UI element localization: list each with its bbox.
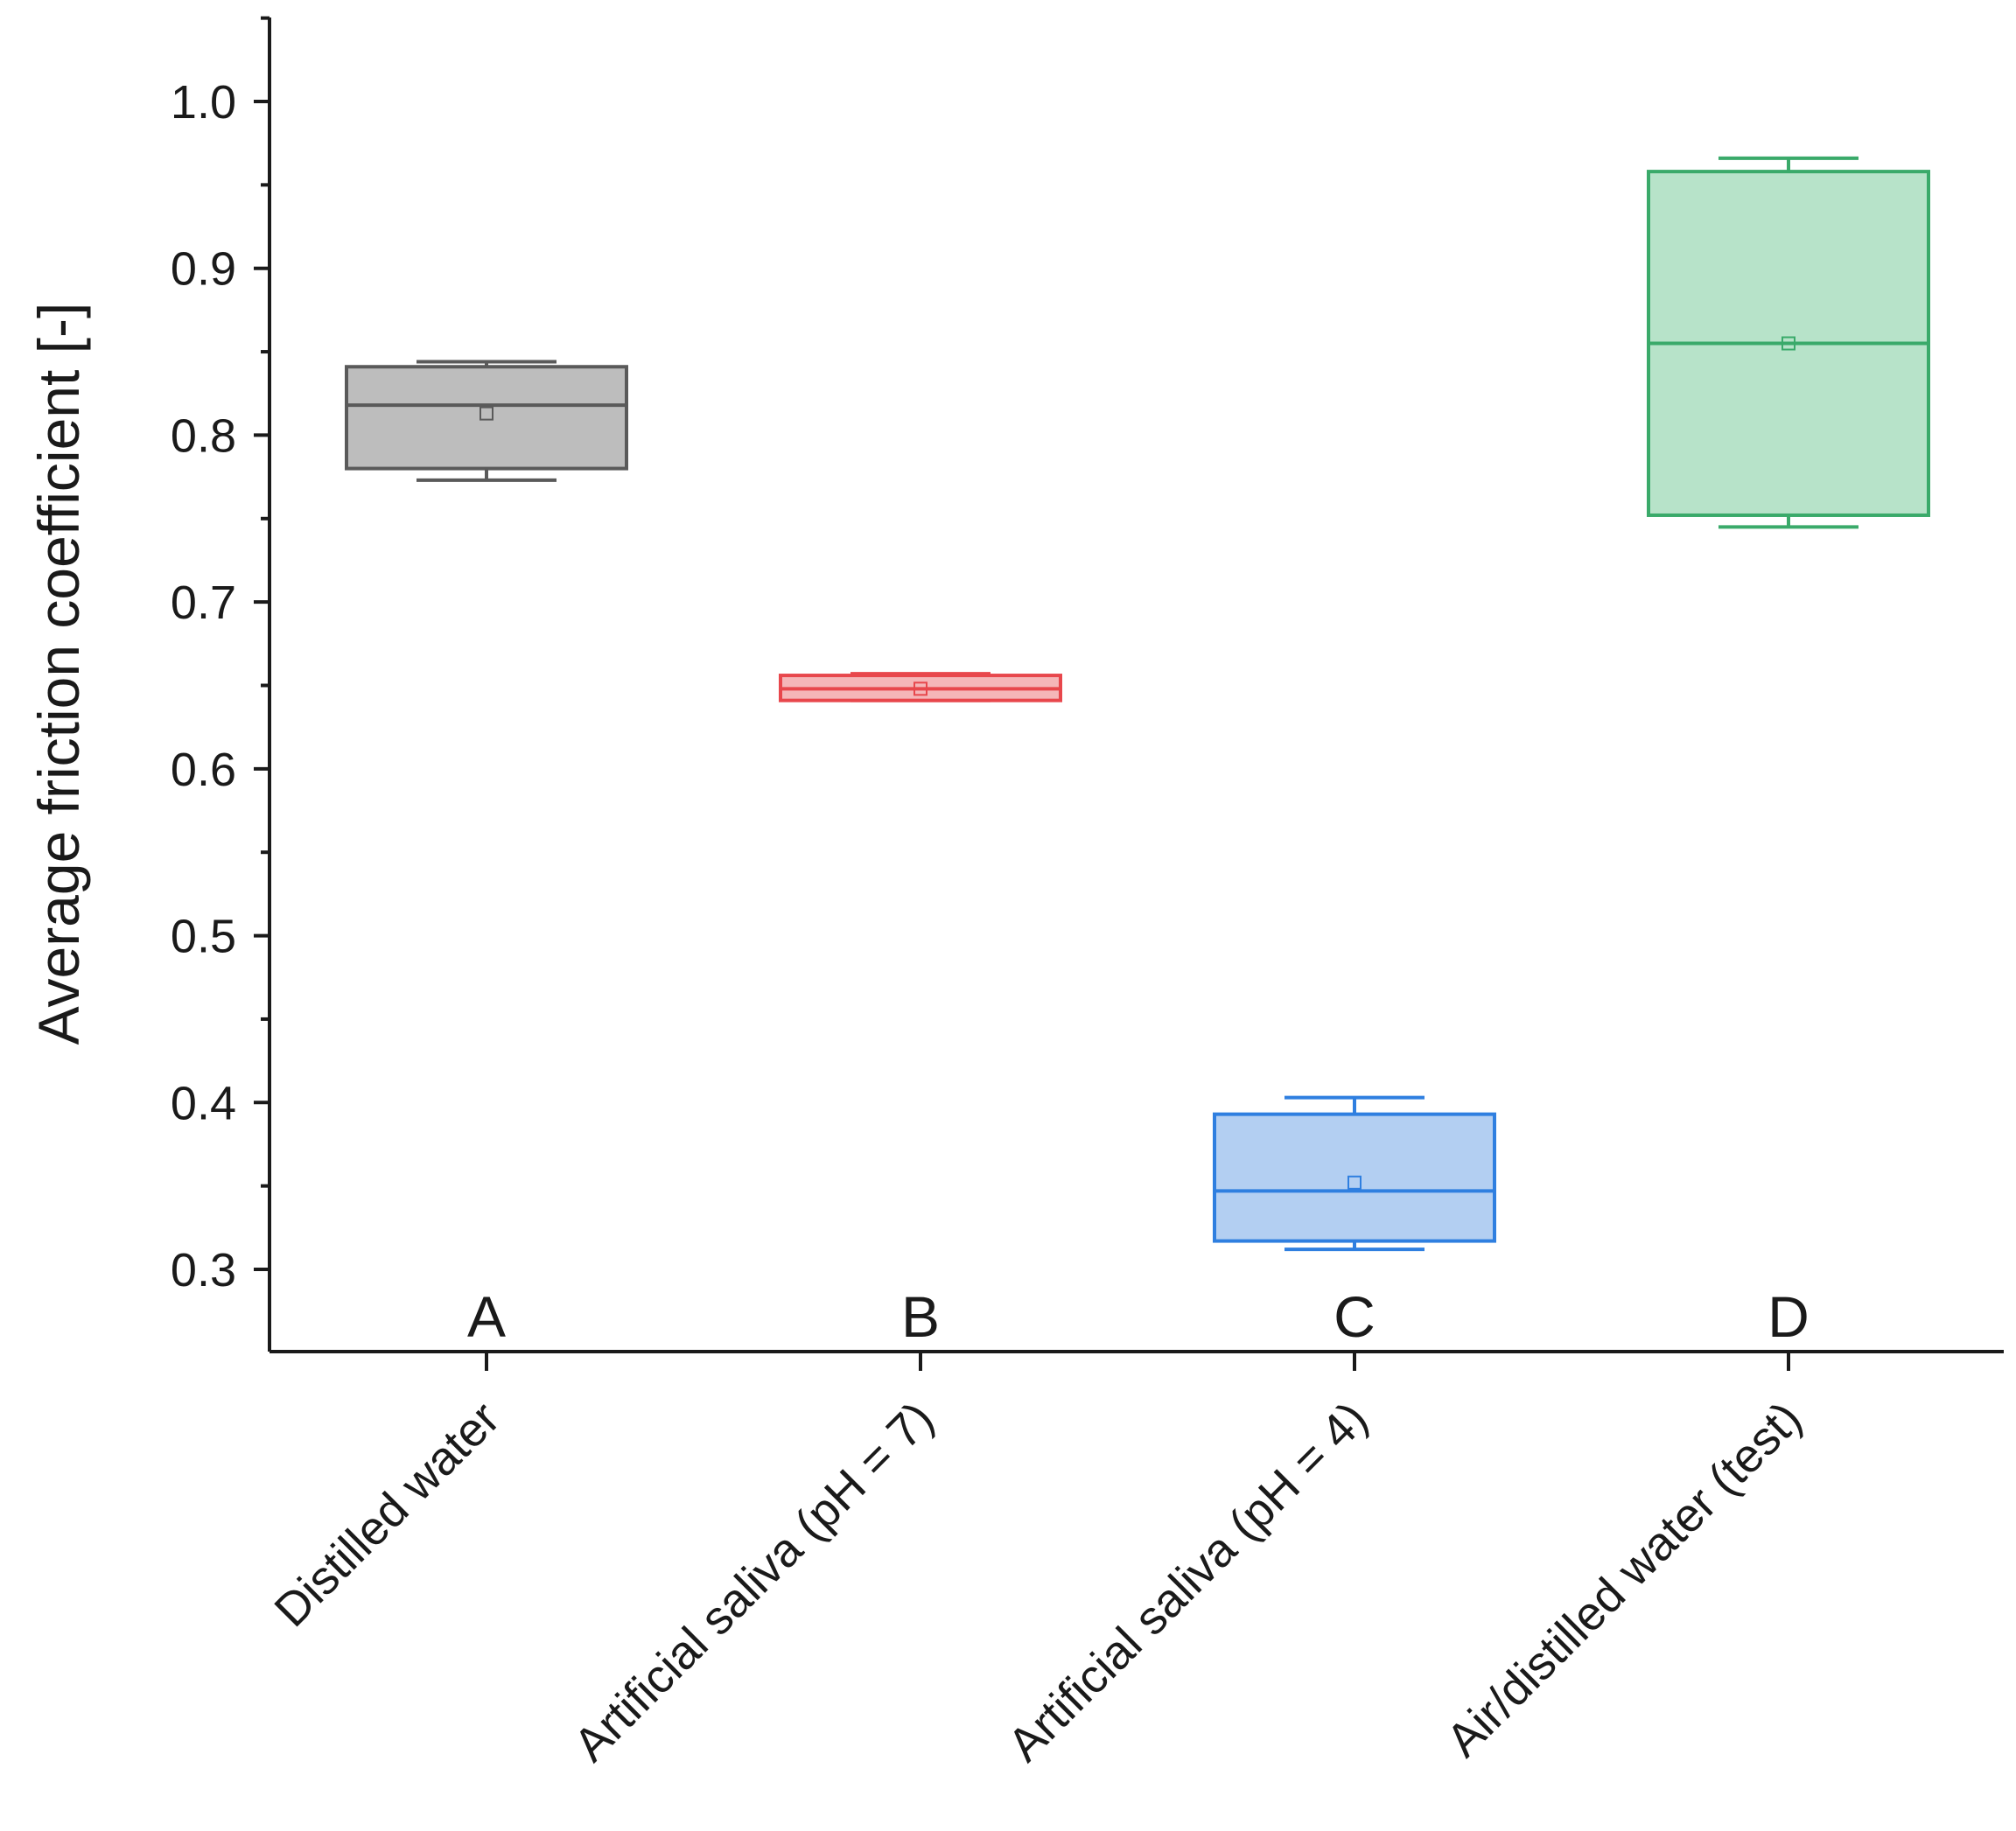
y-tick-label: 0.9 xyxy=(171,243,236,296)
y-tick-label: 0.8 xyxy=(171,409,236,462)
mean-marker xyxy=(1782,336,1796,351)
mean-marker xyxy=(480,406,494,421)
boxes xyxy=(345,156,1930,1252)
y-tick-label: 0.6 xyxy=(171,744,236,796)
box-2 xyxy=(779,672,1062,702)
y-tick-label: 0.4 xyxy=(171,1077,236,1129)
x-tick-labels: Distilled water Artificial saliva (pH = 7… xyxy=(264,1352,1811,1772)
iqr-box xyxy=(1213,1112,1496,1243)
y-tick-label: 0.5 xyxy=(171,911,236,963)
iqr-box xyxy=(345,365,628,471)
group-letter: D xyxy=(1768,1284,1810,1349)
group-letter: B xyxy=(901,1284,940,1349)
mean-marker xyxy=(1348,1175,1362,1190)
y-tick-label: 1.0 xyxy=(171,76,236,129)
box-3 xyxy=(1213,1095,1496,1252)
x-tick-label: Distilled water xyxy=(264,1392,509,1637)
y-ticks: 0.3 0.4 0.5 0.6 0.7 0.8 0.9 1.0 xyxy=(171,16,270,1296)
x-tick-label: Artificial saliva (pH = 4) xyxy=(998,1392,1378,1772)
mean-marker xyxy=(914,681,928,696)
box-1 xyxy=(345,360,628,482)
y-axis-title: Average friction coefficient [-] xyxy=(26,303,91,1045)
y-tick-label: 0.3 xyxy=(171,1244,236,1296)
y-tick-label: 0.7 xyxy=(171,577,236,629)
group-letters: A B C D xyxy=(467,1284,1810,1349)
group-letter: A xyxy=(467,1284,506,1349)
group-letter: C xyxy=(1334,1284,1376,1349)
x-tick-label: Artificial saliva (pH = 7) xyxy=(564,1392,944,1772)
box-4 xyxy=(1647,156,1930,529)
x-tick-label: Air/distilled water (test) xyxy=(1437,1392,1812,1767)
